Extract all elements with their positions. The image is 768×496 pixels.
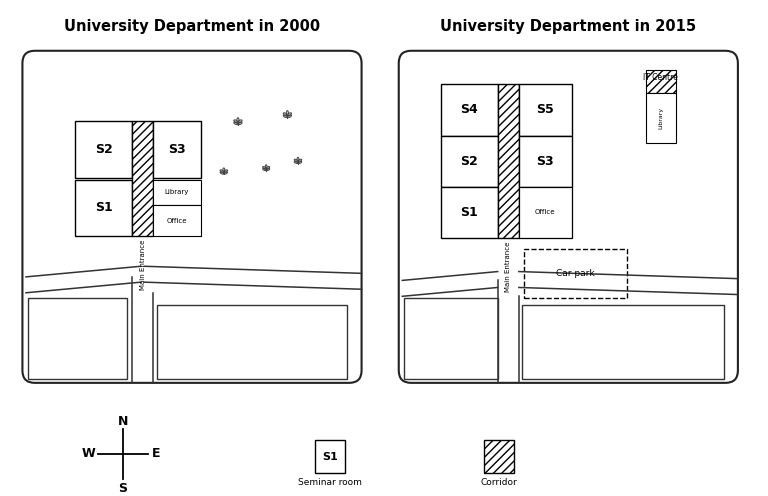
Bar: [441, 84, 498, 135]
Text: Office: Office: [167, 218, 187, 224]
Text: Library: Library: [165, 189, 189, 195]
Text: Office: Office: [535, 209, 555, 215]
Text: S3: S3: [537, 155, 554, 168]
Bar: [646, 93, 676, 143]
Bar: [132, 122, 153, 236]
Text: S4: S4: [461, 104, 478, 117]
Text: IT Centre: IT Centre: [643, 73, 677, 82]
Text: W: W: [81, 447, 95, 460]
Bar: [522, 305, 723, 379]
Text: Car park: Car park: [556, 269, 594, 278]
Bar: [441, 135, 498, 187]
Bar: [157, 305, 347, 379]
Bar: [646, 70, 676, 93]
Title: University Department in 2000: University Department in 2000: [64, 19, 320, 34]
Title: University Department in 2015: University Department in 2015: [440, 19, 697, 34]
Bar: [153, 122, 201, 178]
Bar: [519, 84, 572, 135]
Text: S: S: [118, 482, 127, 495]
Bar: [153, 180, 201, 205]
Bar: [75, 180, 132, 236]
Bar: [28, 298, 127, 379]
Text: Seminar room: Seminar room: [298, 478, 362, 487]
Text: Main Entrance: Main Entrance: [505, 242, 511, 292]
Bar: [75, 122, 132, 178]
Bar: [153, 205, 201, 236]
Text: N: N: [118, 415, 128, 428]
Bar: [441, 187, 498, 238]
Bar: [316, 440, 345, 473]
Text: S3: S3: [168, 143, 186, 156]
FancyBboxPatch shape: [399, 51, 738, 383]
Bar: [525, 248, 627, 298]
Text: S2: S2: [94, 143, 113, 156]
Bar: [498, 84, 519, 238]
Bar: [404, 298, 498, 379]
Text: S1: S1: [461, 206, 478, 219]
Text: S2: S2: [461, 155, 478, 168]
Text: Corridor: Corridor: [481, 478, 518, 487]
Bar: [485, 440, 514, 473]
Text: S5: S5: [537, 104, 554, 117]
FancyBboxPatch shape: [22, 51, 362, 383]
Text: Main Entrance: Main Entrance: [140, 240, 146, 290]
Text: S1: S1: [94, 201, 113, 214]
Text: E: E: [152, 447, 161, 460]
Bar: [519, 187, 572, 238]
Bar: [519, 135, 572, 187]
Text: Library: Library: [658, 107, 664, 129]
Text: S1: S1: [323, 452, 338, 462]
